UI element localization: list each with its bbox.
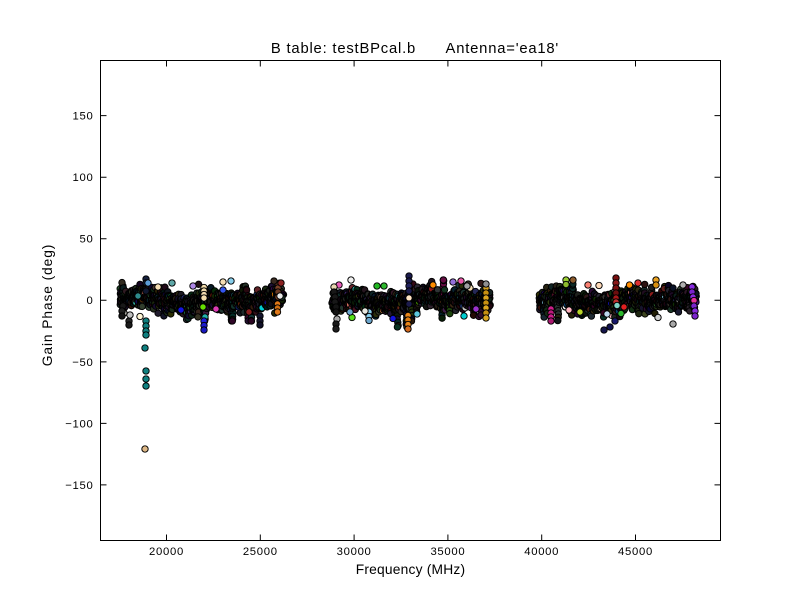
- svg-text:150: 150: [73, 111, 94, 123]
- svg-text:0: 0: [87, 295, 94, 307]
- svg-text:30000: 30000: [337, 546, 372, 558]
- svg-text:40000: 40000: [524, 546, 559, 558]
- svg-text:45000: 45000: [618, 546, 653, 558]
- svg-text:Frequency (MHz): Frequency (MHz): [356, 562, 466, 577]
- svg-text:−50: −50: [72, 357, 93, 369]
- svg-text:35000: 35000: [430, 546, 465, 558]
- svg-text:20000: 20000: [149, 546, 184, 558]
- svg-text:25000: 25000: [243, 546, 278, 558]
- svg-text:100: 100: [73, 172, 94, 184]
- svg-text:−100: −100: [65, 418, 93, 430]
- svg-text:50: 50: [80, 234, 94, 246]
- svg-text:−150: −150: [65, 480, 93, 492]
- svg-text:B table: testBPcal.b Ante: B table: testBPcal.b Antenna='ea18': [271, 41, 559, 57]
- svg-text:Gain Phase (deg): Gain Phase (deg): [40, 244, 55, 367]
